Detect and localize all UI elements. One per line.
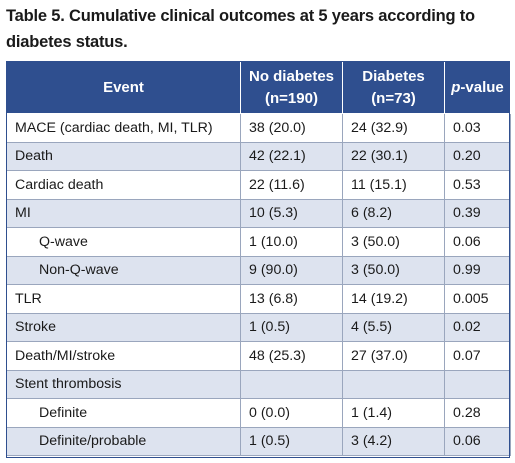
header-p-value: p-value bbox=[444, 61, 511, 114]
cell-diabetes bbox=[342, 369, 445, 399]
cell-no-diabetes: 10 (5.3) bbox=[240, 198, 343, 228]
cell-p-value: 0.20 bbox=[444, 141, 511, 171]
cell-no-diabetes: 1 (0.5) bbox=[240, 426, 343, 456]
table-header-row: Event No diabetes (n=190) Diabetes (n=73… bbox=[6, 61, 511, 114]
caption-line-1: Table 5. Cumulative clinical outcomes at… bbox=[6, 7, 475, 25]
cell-p-value bbox=[444, 369, 511, 399]
table-row: Definite/probable 1 (0.5) 3 (4.2) 0.06 bbox=[6, 426, 511, 456]
cell-no-diabetes bbox=[240, 369, 343, 399]
cell-event: Non-Q-wave bbox=[6, 255, 241, 285]
header-no-diabetes-label: No diabetes bbox=[248, 67, 335, 85]
header-event: Event bbox=[6, 61, 241, 114]
cell-diabetes: 24 (32.9) bbox=[342, 113, 445, 143]
table-row: Non-Q-wave 9 (90.0) 3 (50.0) 0.99 bbox=[6, 255, 511, 285]
cell-no-diabetes: 48 (25.3) bbox=[240, 341, 343, 371]
cell-no-diabetes: 38 (20.0) bbox=[240, 113, 343, 143]
header-diabetes: Diabetes (n=73) bbox=[342, 61, 445, 114]
cell-diabetes: 22 (30.1) bbox=[342, 141, 445, 171]
table-caption: Table 5. Cumulative clinical outcomes at… bbox=[6, 3, 510, 55]
cell-event: Definite bbox=[6, 398, 241, 428]
cell-event: Q-wave bbox=[6, 227, 241, 257]
cell-event: TLR bbox=[6, 284, 241, 314]
cell-no-diabetes: 42 (22.1) bbox=[240, 141, 343, 171]
cell-event: Definite/probable bbox=[6, 426, 241, 456]
header-no-diabetes: No diabetes (n=190) bbox=[240, 61, 343, 114]
cell-event: MACE (cardiac death, MI, TLR) bbox=[6, 113, 241, 143]
table-row: TLR 13 (6.8) 14 (19.2) 0.005 bbox=[6, 284, 511, 314]
cell-p-value: 0.53 bbox=[444, 170, 511, 200]
cell-p-value: 0.39 bbox=[444, 198, 511, 228]
table-row: Stent thrombosis bbox=[6, 369, 511, 399]
table-row: Death/MI/stroke 48 (25.3) 27 (37.0) 0.07 bbox=[6, 341, 511, 371]
table-row: Definite 0 (0.0) 1 (1.4) 0.28 bbox=[6, 398, 511, 428]
table-row: Cardiac death 22 (11.6) 11 (15.1) 0.53 bbox=[6, 170, 511, 200]
cell-diabetes: 27 (37.0) bbox=[342, 341, 445, 371]
cell-diabetes: 3 (50.0) bbox=[342, 227, 445, 257]
cell-event: Death bbox=[6, 141, 241, 171]
cell-diabetes: 4 (5.5) bbox=[342, 312, 445, 342]
cell-p-value: 0.03 bbox=[444, 113, 511, 143]
header-diabetes-n: (n=73) bbox=[371, 89, 416, 107]
cell-diabetes: 6 (8.2) bbox=[342, 198, 445, 228]
cell-no-diabetes: 1 (0.5) bbox=[240, 312, 343, 342]
cell-diabetes: 1 (1.4) bbox=[342, 398, 445, 428]
header-p-rest: -value bbox=[460, 78, 504, 96]
cell-p-value: 0.06 bbox=[444, 227, 511, 257]
cell-diabetes: 11 (15.1) bbox=[342, 170, 445, 200]
cell-no-diabetes: 1 (10.0) bbox=[240, 227, 343, 257]
cell-no-diabetes: 13 (6.8) bbox=[240, 284, 343, 314]
table-row: Stroke 1 (0.5) 4 (5.5) 0.02 bbox=[6, 312, 511, 342]
table-row: Death 42 (22.1) 22 (30.1) 0.20 bbox=[6, 141, 511, 171]
cell-p-value: 0.06 bbox=[444, 426, 511, 456]
cell-event: Stent thrombosis bbox=[6, 369, 241, 399]
cell-p-value: 0.005 bbox=[444, 284, 511, 314]
cell-p-value: 0.28 bbox=[444, 398, 511, 428]
header-no-diabetes-n: (n=190) bbox=[265, 89, 318, 107]
caption-line-2: diabetes status. bbox=[6, 33, 128, 51]
cell-diabetes: 14 (19.2) bbox=[342, 284, 445, 314]
table-row: MACE (cardiac death, MI, TLR) 38 (20.0) … bbox=[6, 113, 511, 143]
table-row: Q-wave 1 (10.0) 3 (50.0) 0.06 bbox=[6, 227, 511, 257]
cell-diabetes: 3 (50.0) bbox=[342, 255, 445, 285]
cell-p-value: 0.02 bbox=[444, 312, 511, 342]
cell-no-diabetes: 9 (90.0) bbox=[240, 255, 343, 285]
cell-p-value: 0.07 bbox=[444, 341, 511, 371]
outcomes-table: Event No diabetes (n=190) Diabetes (n=73… bbox=[6, 61, 511, 456]
cell-event: MI bbox=[6, 198, 241, 228]
cell-event: Death/MI/stroke bbox=[6, 341, 241, 371]
table-row: MI 10 (5.3) 6 (8.2) 0.39 bbox=[6, 198, 511, 228]
cell-event: Cardiac death bbox=[6, 170, 241, 200]
cell-p-value: 0.99 bbox=[444, 255, 511, 285]
header-p-italic: p bbox=[451, 78, 461, 96]
header-diabetes-label: Diabetes bbox=[362, 67, 425, 85]
cell-no-diabetes: 0 (0.0) bbox=[240, 398, 343, 428]
cell-event: Stroke bbox=[6, 312, 241, 342]
cell-no-diabetes: 22 (11.6) bbox=[240, 170, 343, 200]
cell-diabetes: 3 (4.2) bbox=[342, 426, 445, 456]
